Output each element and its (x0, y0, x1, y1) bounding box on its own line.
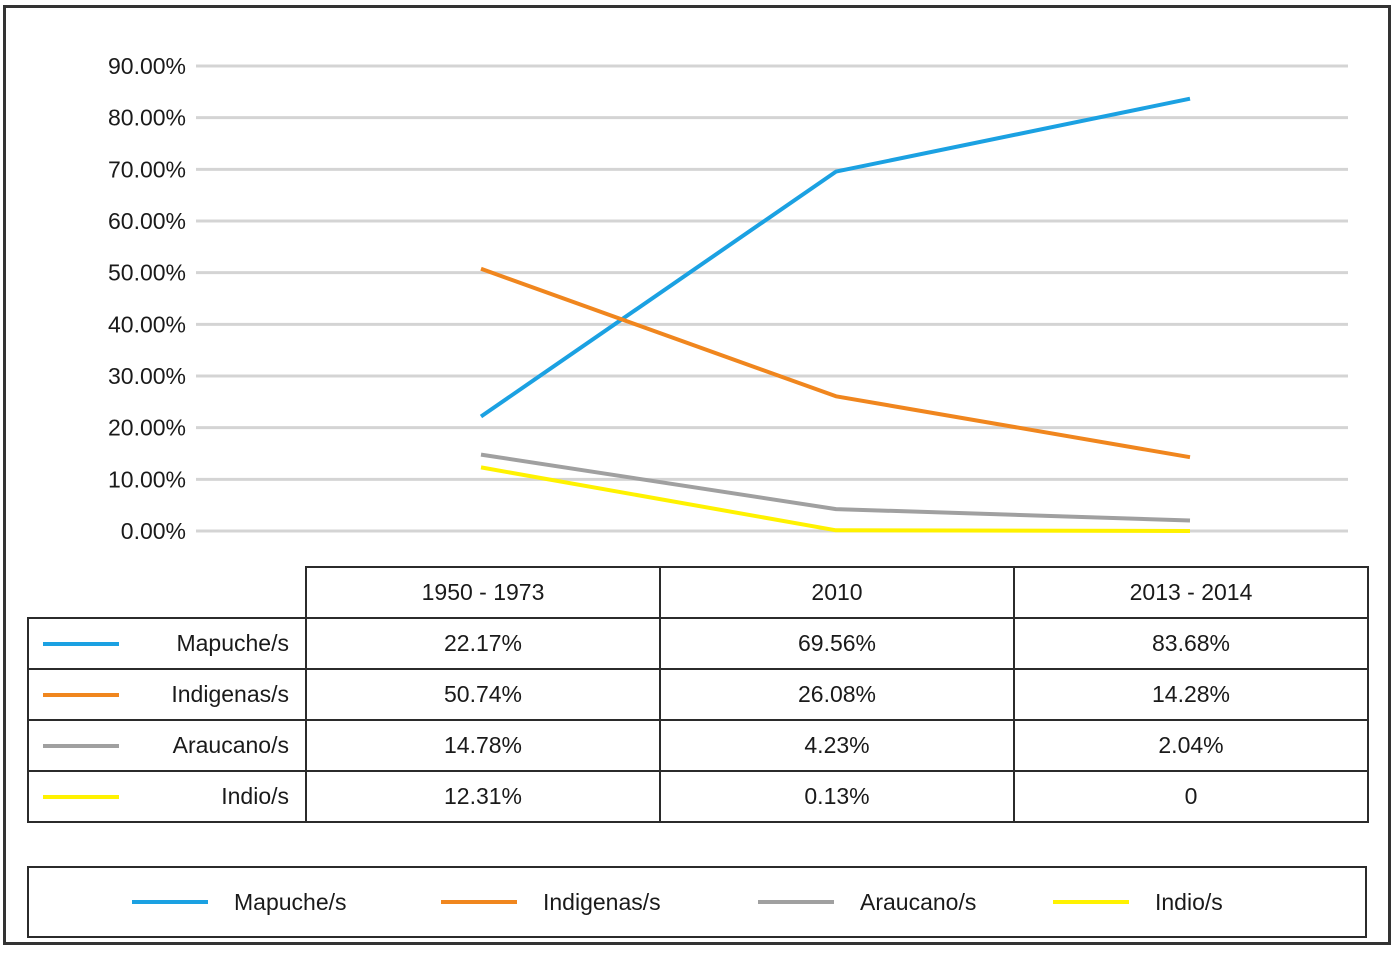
table-cell: 83.68% (1013, 617, 1369, 670)
legend-label: Indigenas/s (543, 888, 661, 915)
column-header: 2010 (659, 566, 1015, 619)
table-row-indio: Indio/s 12.31% 0.13% 0 (27, 770, 1369, 823)
y-tick-label: 90.00% (108, 53, 186, 79)
legend-swatch (1053, 900, 1129, 904)
legend-item-indigenas: Indigenas/s (441, 868, 661, 936)
y-tick-label: 30.00% (108, 363, 186, 389)
column-header: 1950 - 1973 (305, 566, 661, 619)
gridlines (196, 64, 1348, 533)
data-table: 1950 - 1973 2010 2013 - 2014 Mapuche/s 2… (27, 566, 1369, 823)
legend-swatch (758, 900, 834, 904)
series-swatch (43, 743, 119, 748)
legend-swatch (132, 900, 208, 904)
table-cell: 14.78% (305, 719, 661, 772)
row-label: Araucano/s (172, 732, 289, 758)
y-tick-label: 0.00% (121, 518, 186, 544)
row-header: Mapuche/s (27, 617, 307, 670)
series-line-mapuche-s (479, 96, 1191, 419)
legend-label: Mapuche/s (234, 888, 347, 915)
y-axis-ticks: 0.00% 10.00% 20.00% 30.00% 40.00% 50.00% 60.00… (108, 53, 186, 544)
table-header-row: 1950 - 1973 2010 2013 - 2014 (28, 566, 1369, 619)
y-tick-label: 70.00% (108, 156, 186, 182)
row-label: Indigenas/s (171, 681, 289, 707)
table-cell: 4.23% (659, 719, 1015, 772)
legend-label: Araucano/s (860, 888, 977, 915)
series-line-indio-s (480, 465, 1191, 533)
table-cell: 0 (1013, 770, 1369, 823)
legend-swatch (441, 900, 517, 904)
legend-item-araucano: Araucano/s (758, 868, 976, 936)
y-tick-label: 40.00% (108, 311, 186, 337)
row-label: Indio/s (221, 783, 289, 809)
line-chart: 0.00% 10.00% 20.00% 30.00% 40.00% 50.00% 60.00… (108, 53, 1348, 544)
legend-label: Indio/s (1155, 888, 1223, 915)
table-cell: 50.74% (305, 668, 661, 721)
y-tick-label: 50.00% (108, 260, 186, 286)
y-tick-label: 60.00% (108, 208, 186, 234)
legend-item-indio: Indio/s (1053, 868, 1223, 936)
legend: Mapuche/s Indigenas/s Araucano/s Indio/s (27, 866, 1367, 938)
table-cell: 69.56% (659, 617, 1015, 670)
table-cell: 14.28% (1013, 668, 1369, 721)
series-swatch (43, 794, 119, 799)
table-cell: 2.04% (1013, 719, 1369, 772)
column-header: 2013 - 2014 (1013, 566, 1369, 619)
y-tick-label: 20.00% (108, 415, 186, 441)
legend-item-mapuche: Mapuche/s (132, 868, 347, 936)
row-header: Indigenas/s (27, 668, 307, 721)
table-row-araucano: Araucano/s 14.78% 4.23% 2.04% (27, 719, 1369, 772)
series-swatch (43, 692, 119, 697)
y-tick-label: 10.00% (108, 466, 186, 492)
table-corner (28, 567, 306, 619)
table-row-indigenas: Indigenas/s 50.74% 26.08% 14.28% (27, 668, 1369, 721)
row-label: Mapuche/s (176, 630, 289, 656)
table-cell: 22.17% (305, 617, 661, 670)
row-header: Araucano/s (27, 719, 307, 772)
table-row-mapuche: Mapuche/s 22.17% 69.56% 83.68% (27, 617, 1369, 670)
series-line-araucano-s (480, 452, 1191, 523)
row-header: Indio/s (27, 770, 307, 823)
table-cell: 0.13% (659, 770, 1015, 823)
table-cell: 12.31% (305, 770, 661, 823)
series-lines (479, 96, 1191, 533)
y-tick-label: 80.00% (108, 105, 186, 131)
series-swatch (43, 641, 119, 646)
table-cell: 26.08% (659, 668, 1015, 721)
chart-frame (3, 5, 1391, 945)
series-line-indigenas-s (480, 266, 1191, 460)
